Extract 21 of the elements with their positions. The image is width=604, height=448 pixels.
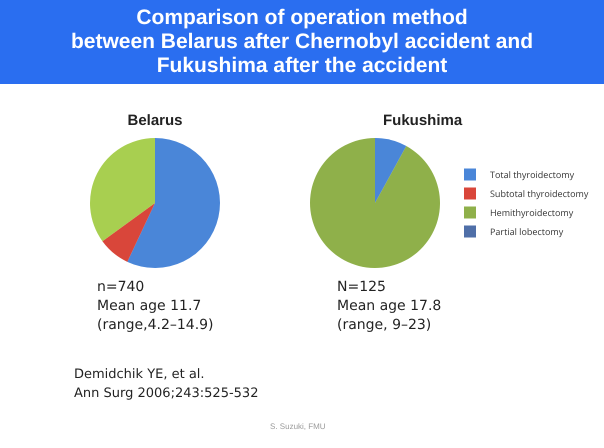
chart-title: Fukushima (383, 112, 463, 130)
pie-slice (310, 138, 440, 268)
text: S. Suzuki, FMU (270, 422, 326, 431)
text: Mean age 17.8 (337, 298, 442, 314)
pie-slice (127, 138, 220, 268)
text: Comparison of operation method between Belarus after Chernobyl accident and Fukushima after the accident (0, 0, 604, 84)
legend-label: Partial lobectomy (490, 225, 564, 238)
pie-slice (375, 138, 406, 203)
text: (range,4.2–14.9) (97, 317, 214, 333)
chart-title: Belarus (127, 112, 183, 130)
text: Mean age 11.7 (97, 298, 202, 314)
pie-slice (90, 138, 155, 242)
legend-label: Hemithyroidectomy (490, 206, 574, 220)
text: Demidchik YE, et al. (74, 367, 205, 382)
legend-label: Total thyroidectomy (490, 168, 575, 182)
text: Ann Surg 2006;243:525-532 (74, 386, 258, 401)
text: n=740 (97, 279, 144, 295)
legend-label: Subtotal thyroidectomy (490, 187, 589, 200)
pie-slice (102, 203, 155, 262)
text: N=125 (337, 279, 386, 295)
text: (range, 9–23) (337, 317, 432, 333)
